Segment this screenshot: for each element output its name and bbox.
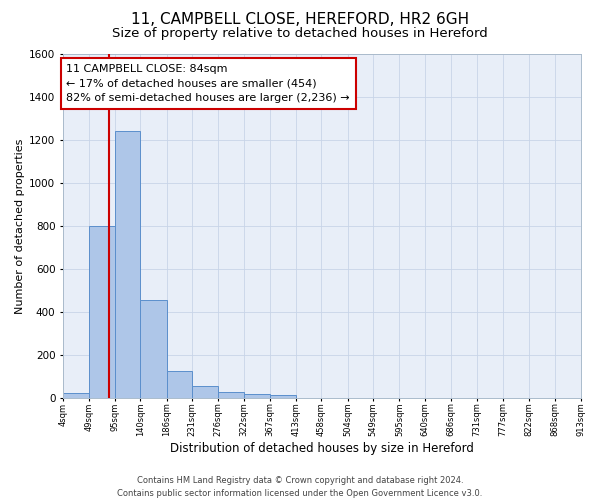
X-axis label: Distribution of detached houses by size in Hereford: Distribution of detached houses by size … (170, 442, 474, 455)
Bar (140, 300, 167, 398)
Bar (63, 393, 89, 398)
Text: Size of property relative to detached houses in Hereford: Size of property relative to detached ho… (112, 28, 488, 40)
Bar (192, 386, 218, 398)
Y-axis label: Number of detached properties: Number of detached properties (15, 138, 25, 314)
Bar (167, 372, 192, 398)
Bar (269, 396, 296, 398)
Bar (115, 132, 140, 398)
Text: 11 CAMPBELL CLOSE: 84sqm
← 17% of detached houses are smaller (454)
82% of semi-: 11 CAMPBELL CLOSE: 84sqm ← 17% of detach… (67, 64, 350, 104)
Bar (244, 394, 269, 398)
Text: 11, CAMPBELL CLOSE, HEREFORD, HR2 6GH: 11, CAMPBELL CLOSE, HEREFORD, HR2 6GH (131, 12, 469, 28)
Bar (89, 226, 115, 398)
Text: Contains HM Land Registry data © Crown copyright and database right 2024.
Contai: Contains HM Land Registry data © Crown c… (118, 476, 482, 498)
Bar (218, 392, 244, 398)
